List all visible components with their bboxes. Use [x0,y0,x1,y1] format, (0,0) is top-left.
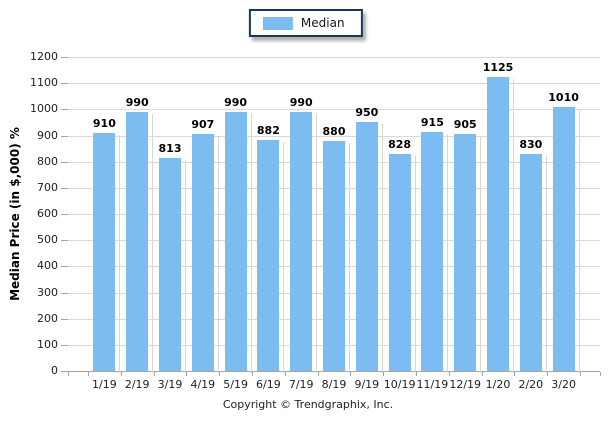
copyright-text: Copyright © Trendgraphix, Inc. [222,398,394,411]
y-tick-label: 900 [37,128,58,142]
y-tick-label: 300 [37,285,58,299]
bar [159,158,186,373]
y-tick-label: 500 [37,233,58,247]
gridline [68,135,600,137]
bar-value-label: 1125 [482,60,514,74]
x-axis-tick [68,372,69,376]
x-tick-label: 12/19 [449,378,482,391]
bar [388,154,416,373]
bar [454,134,482,373]
x-axis-tick [120,372,122,376]
y-axis-tick [61,83,68,85]
bar-value-label: 990 [289,95,313,109]
x-axis-tick [481,372,483,376]
x-tick-label: 9/19 [354,378,380,391]
bar-value-label: 905 [453,118,477,132]
x-tick-label: 5/19 [223,378,248,391]
y-tick-label: 1200 [30,50,58,63]
y-tick-label: 600 [37,207,58,220]
y-axis-tick [61,135,68,137]
bar [290,111,318,374]
x-axis-tick [284,372,286,376]
legend-label: Median [300,16,345,30]
gridline [68,83,600,85]
y-axis-tick [61,344,68,346]
x-tick-label: 4/19 [190,378,216,391]
x-tick-label: 11/19 [416,378,449,391]
legend-swatch-median [262,16,293,30]
y-axis-tick [61,318,68,320]
bar-value-label: 950 [355,106,379,120]
bar [519,153,547,374]
x-tick-label: 8/19 [321,378,347,391]
y-axis-tick [61,266,68,268]
y-axis-tick [61,292,68,294]
x-axis-tick [186,372,188,376]
x-tick-label: 1/20 [485,378,511,391]
x-axis-tick [317,372,319,376]
y-tick-label: 700 [37,180,58,194]
x-tick-label: 3/20 [551,378,576,391]
y-axis-tick [61,214,68,215]
bar-value-label: 990 [125,95,149,109]
bar-value-label: 910 [92,116,116,130]
bar [355,122,383,373]
y-axis-tick [61,371,68,372]
x-axis-tick [416,372,417,376]
bar [257,140,285,373]
gridline [68,109,600,111]
y-tick-label: 200 [37,311,58,325]
bar-value-label: 880 [322,124,346,138]
bar [323,140,350,374]
y-axis-tick [61,109,68,111]
bar-value-label: 813 [158,142,182,156]
bar-value-label: 1010 [548,90,579,104]
y-tick-label: 1100 [30,76,58,90]
bar [93,132,121,374]
x-axis-tick [88,372,89,376]
plot-area: 0 100 200 300 400 500 600 700 800 900 1000 1100 1200… [30,51,601,391]
x-tick-label: 7/19 [288,378,314,391]
bar [126,111,154,374]
x-axis-tick [448,372,450,376]
x-tick-label: 2/19 [124,378,150,391]
y-tick-label: 400 [37,259,58,273]
y-tick-label: 0 [51,364,58,377]
bar [552,106,580,374]
x-axis-tick [600,372,601,376]
y-axis-tick [61,161,68,163]
bar [224,111,252,374]
y-tick-label: 800 [37,154,58,168]
y-axis-tick [61,240,68,242]
x-tick-label: 10/19 [383,378,416,391]
y-axis-tick [61,187,68,189]
bar [421,131,449,374]
y-axis-tick [61,57,68,58]
x-axis-tick [580,372,581,376]
y-tick-label: 1000 [30,102,58,116]
x-axis-tick [547,372,549,376]
x-axis-tick [153,372,155,376]
bar-value-label: 830 [519,137,543,151]
bar-value-label: 907 [191,117,215,131]
bar-value-label: 882 [256,124,280,138]
x-tick-label: 1/19 [92,378,117,391]
bar [487,76,514,374]
x-tick-label: 2/20 [518,378,544,391]
x-axis-tick [252,372,253,376]
y-tick-label: 100 [37,337,58,351]
x-tick-label: 6/19 [256,378,281,391]
bar [191,133,219,374]
legend: Median [248,9,363,37]
x-axis-tick [383,372,385,376]
bar-value-label: 990 [224,95,248,109]
bar-value-label: 915 [420,115,444,129]
x-tick-label: 3/19 [157,378,183,391]
x-axis-tick [350,372,352,376]
bar-value-label: 828 [388,138,412,152]
gridline [68,57,600,58]
x-axis-tick [219,372,221,376]
x-axis-tick [514,372,516,376]
